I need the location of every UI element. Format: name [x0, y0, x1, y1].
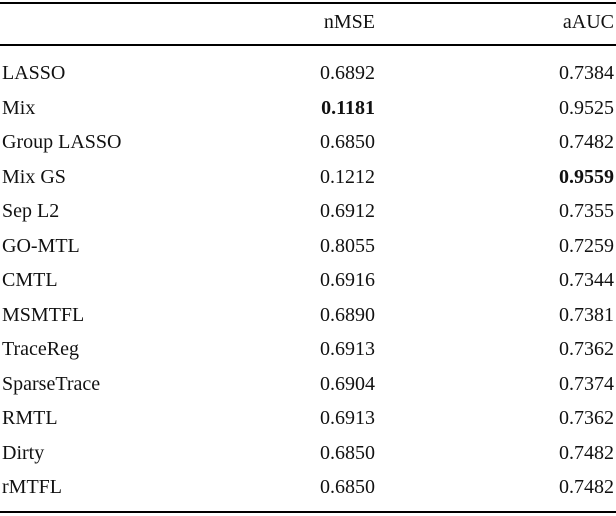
table-row: Mix 0.1181 0.9525	[0, 96, 616, 120]
value-cell: 0.6850	[320, 441, 375, 464]
table-row: MSMTFL 0.6890 0.7381	[0, 303, 616, 327]
table-row: LASSO 0.6892 0.7384	[0, 61, 616, 85]
table-row: TraceReg 0.6913 0.7362	[0, 337, 616, 361]
table-row: GO-MTL 0.8055 0.7259	[0, 234, 616, 258]
method-cell: MSMTFL	[2, 303, 85, 326]
header-row: nMSE aAUC	[0, 10, 616, 34]
method-cell: Group LASSO	[2, 131, 122, 153]
method-cell: Mix GS	[2, 165, 66, 188]
top-rule	[0, 2, 616, 4]
value-cell: 0.7482	[559, 476, 614, 498]
value-cell: 0.9525	[559, 96, 614, 119]
value-cell: 0.6913	[320, 407, 375, 429]
method-cell: Sep L2	[2, 200, 60, 222]
value-cell: 0.1181	[321, 96, 375, 119]
method-cell: rMTFL	[2, 476, 62, 498]
value-cell: 0.7482	[559, 441, 614, 464]
table-row: Group LASSO 0.6850 0.7482	[0, 130, 616, 154]
header-rule	[0, 44, 616, 46]
method-cell: SparseTrace	[2, 372, 101, 395]
table-row: SparseTrace 0.6904 0.7374	[0, 372, 616, 396]
value-cell: 0.6850	[320, 476, 375, 498]
value-cell: 0.7384	[559, 62, 614, 84]
method-cell: CMTL	[2, 269, 58, 291]
value-cell: 0.6850	[320, 131, 375, 153]
method-cell: Dirty	[2, 441, 45, 464]
table-row: rMTFL 0.6850 0.7482	[0, 475, 616, 499]
table-row: Dirty 0.6850 0.7482	[0, 441, 616, 465]
value-cell: 0.7362	[559, 338, 614, 360]
value-cell: 0.8055	[320, 234, 375, 257]
method-cell: LASSO	[2, 62, 66, 84]
table-row: RMTL 0.6913 0.7362	[0, 406, 616, 430]
header-cell: aAUC	[562, 11, 614, 33]
method-cell: TraceReg	[2, 338, 80, 360]
method-cell: RMTL	[2, 407, 58, 429]
value-cell: 0.6892	[320, 62, 375, 84]
value-cell: 0.6912	[320, 200, 375, 222]
value-cell: 0.7482	[559, 131, 614, 153]
value-cell: 0.7362	[559, 407, 614, 429]
value-cell: 0.7374	[559, 372, 614, 395]
table-row: CMTL 0.6916 0.7344	[0, 268, 616, 292]
value-cell: 0.9559	[559, 165, 614, 188]
bottom-rule	[0, 511, 616, 513]
value-cell: 0.7381	[559, 303, 614, 326]
header-cell: nMSE	[323, 11, 375, 33]
value-cell: 0.7344	[559, 269, 614, 291]
value-cell: 0.7259	[559, 234, 614, 257]
table-row: Sep L2 0.6912 0.7355	[0, 199, 616, 223]
method-cell: Mix	[2, 96, 36, 119]
value-cell: 0.7355	[559, 200, 614, 222]
value-cell: 0.1212	[320, 165, 375, 188]
value-cell: 0.6916	[320, 269, 375, 291]
value-cell: 0.6913	[320, 338, 375, 360]
method-cell: GO-MTL	[2, 234, 80, 257]
table-row: Mix GS 0.1212 0.9559	[0, 165, 616, 189]
value-cell: 0.6904	[320, 372, 375, 395]
value-cell: 0.6890	[320, 303, 375, 326]
